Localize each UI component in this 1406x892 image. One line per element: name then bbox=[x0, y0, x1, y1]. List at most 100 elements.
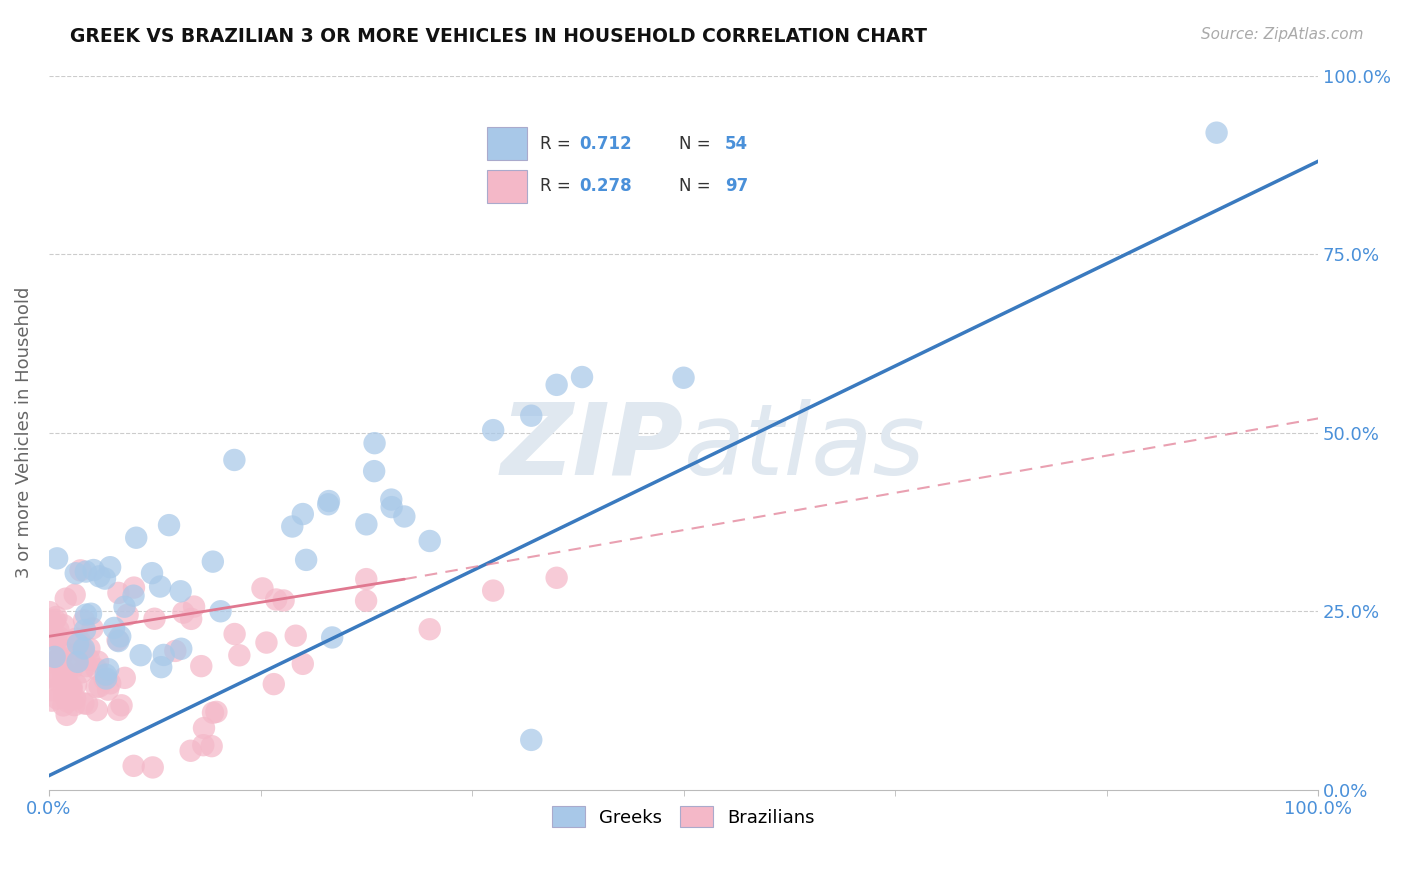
Point bbox=[46, 691, 69, 706]
Point bbox=[165, 644, 187, 658]
Point bbox=[70, 665, 93, 680]
Point bbox=[291, 657, 314, 671]
Point bbox=[273, 593, 295, 607]
Point bbox=[46, 551, 69, 566]
Point bbox=[46, 636, 69, 650]
Point bbox=[45, 632, 67, 646]
Point bbox=[264, 592, 287, 607]
Point bbox=[45, 633, 67, 648]
Point bbox=[193, 721, 215, 735]
Point bbox=[224, 453, 246, 467]
Point bbox=[72, 696, 94, 710]
Point bbox=[60, 681, 83, 695]
Point bbox=[363, 436, 385, 450]
Point bbox=[142, 760, 165, 774]
Point bbox=[122, 589, 145, 603]
Point bbox=[394, 509, 416, 524]
Point bbox=[65, 632, 87, 646]
Point bbox=[381, 500, 404, 514]
Point bbox=[291, 507, 314, 521]
Point bbox=[149, 580, 172, 594]
Point bbox=[44, 613, 66, 627]
Point bbox=[63, 691, 86, 706]
Point bbox=[48, 623, 70, 637]
Point bbox=[59, 681, 82, 696]
Point bbox=[170, 641, 193, 656]
Point bbox=[180, 612, 202, 626]
Point bbox=[117, 607, 139, 622]
Point bbox=[354, 594, 377, 608]
Point bbox=[41, 693, 63, 707]
Point bbox=[152, 648, 174, 662]
Point bbox=[228, 648, 250, 663]
Point bbox=[150, 660, 173, 674]
Point bbox=[65, 566, 87, 581]
Point bbox=[72, 646, 94, 660]
Point bbox=[94, 572, 117, 586]
Point bbox=[205, 705, 228, 719]
Point bbox=[110, 629, 132, 643]
Point bbox=[201, 555, 224, 569]
Point bbox=[318, 494, 340, 508]
Point bbox=[295, 553, 318, 567]
Point bbox=[48, 630, 70, 644]
Text: GREEK VS BRAZILIAN 3 OR MORE VEHICLES IN HOUSEHOLD CORRELATION CHART: GREEK VS BRAZILIAN 3 OR MORE VEHICLES IN… bbox=[70, 27, 928, 45]
Point bbox=[73, 641, 96, 656]
Point bbox=[419, 533, 441, 548]
Point bbox=[672, 370, 695, 384]
Point bbox=[86, 703, 108, 717]
Point bbox=[316, 497, 339, 511]
Point bbox=[65, 677, 87, 691]
Point bbox=[75, 565, 97, 579]
Point bbox=[63, 588, 86, 602]
Point bbox=[52, 663, 75, 677]
Point bbox=[55, 707, 77, 722]
Point bbox=[46, 673, 69, 688]
Point bbox=[72, 643, 94, 657]
Point bbox=[107, 634, 129, 648]
Point bbox=[114, 671, 136, 685]
Point bbox=[180, 744, 202, 758]
Point bbox=[73, 613, 96, 627]
Point bbox=[96, 672, 118, 686]
Point bbox=[69, 563, 91, 577]
Point bbox=[201, 706, 224, 720]
Point bbox=[75, 607, 97, 622]
Point bbox=[82, 621, 104, 635]
Point bbox=[42, 655, 65, 669]
Point bbox=[157, 518, 180, 533]
Point bbox=[41, 614, 63, 628]
Point bbox=[45, 654, 67, 668]
Point bbox=[356, 572, 378, 586]
Point bbox=[143, 612, 166, 626]
Point bbox=[107, 633, 129, 648]
Point bbox=[89, 569, 111, 583]
Text: ZIP: ZIP bbox=[501, 399, 683, 495]
Point bbox=[86, 681, 108, 695]
Point bbox=[94, 667, 117, 681]
Point bbox=[141, 566, 163, 581]
Point bbox=[49, 650, 72, 665]
Point bbox=[520, 732, 543, 747]
Point bbox=[46, 652, 69, 666]
Y-axis label: 3 or more Vehicles in Household: 3 or more Vehicles in Household bbox=[15, 287, 32, 578]
Point bbox=[65, 648, 87, 662]
Point bbox=[80, 607, 103, 621]
Point bbox=[114, 599, 136, 614]
Point bbox=[107, 586, 129, 600]
Point bbox=[284, 629, 307, 643]
Point bbox=[83, 563, 105, 577]
Point bbox=[419, 622, 441, 636]
Point bbox=[129, 648, 152, 663]
Point bbox=[107, 703, 129, 717]
Text: Source: ZipAtlas.com: Source: ZipAtlas.com bbox=[1201, 27, 1364, 42]
Legend: Greeks, Brazilians: Greeks, Brazilians bbox=[546, 799, 823, 835]
Point bbox=[38, 605, 60, 619]
Point bbox=[103, 621, 125, 635]
Point bbox=[66, 637, 89, 651]
Point bbox=[122, 759, 145, 773]
Point bbox=[1205, 126, 1227, 140]
Point bbox=[546, 377, 568, 392]
Point bbox=[45, 610, 67, 624]
Point bbox=[98, 560, 121, 574]
